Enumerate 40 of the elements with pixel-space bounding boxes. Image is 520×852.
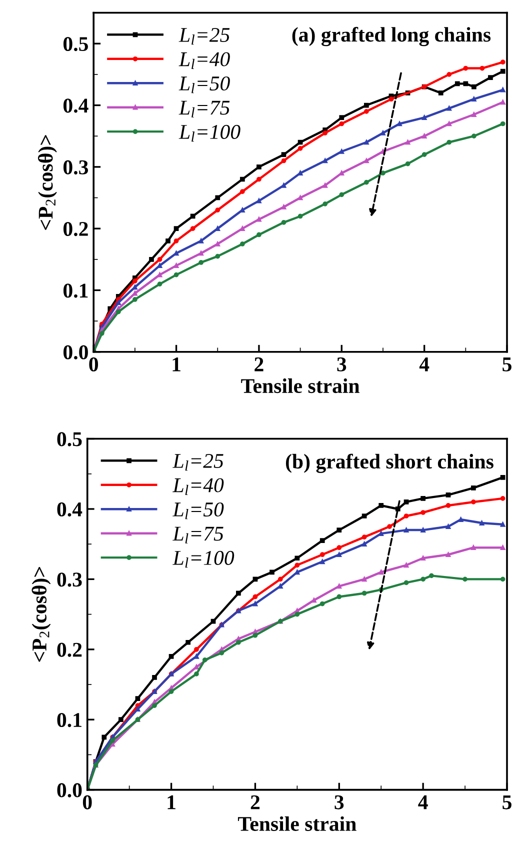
y-tick-label: 0.1 — [57, 712, 82, 728]
text: (a) grafted long chains — [292, 26, 491, 46]
y-tick-label: 0.0 — [63, 345, 88, 360]
x-tick-label: 5 — [502, 358, 512, 372]
legend-label: L$_{l}$=25 — [178, 28, 230, 45]
legend-label: L$_{l}$=100 — [172, 550, 234, 568]
legend-label: L$_{l}$=40 — [178, 52, 230, 69]
text: (b) grafted short chains — [286, 454, 494, 473]
y-tick-label: 0.1 — [63, 284, 88, 298]
legend-label: L$_{l}$=25 — [172, 454, 224, 471]
x-tick-label: 5 — [502, 795, 512, 810]
x-tick-label: 4 — [419, 357, 430, 372]
x-tick-label: 3 — [334, 795, 344, 810]
y-tick-label: 0.2 — [63, 222, 88, 236]
legend-label: L$_{l}$=40 — [172, 478, 224, 495]
y-tick-label: 0.3 — [63, 160, 88, 174]
y-tick-label: 0.5 — [63, 36, 88, 52]
legend-label: L$_{l}$=50 — [172, 502, 224, 520]
x-axis-title: Tensile strain — [238, 816, 356, 831]
x-tick-label: 2 — [254, 357, 264, 372]
x-tick-label: 1 — [172, 357, 180, 372]
y-axis-title: <P$_{2}$(cosθ)> — [32, 567, 51, 662]
legend-label: L$_{l}$=50 — [178, 76, 230, 94]
y-tick-label: 0.0 — [57, 783, 82, 798]
legend-label: L$_{l}$=100 — [178, 124, 240, 142]
y-tick-label: 0.2 — [57, 642, 82, 657]
x-tick-label: 3 — [337, 357, 346, 372]
y-axis-title: <P$_{2}$(cosθ)> — [38, 135, 57, 230]
y-tick-label: 0.3 — [57, 572, 82, 587]
y-tick-label: 0.4 — [57, 502, 82, 517]
x-tick-label: 2 — [250, 795, 260, 810]
x-tick-label: 0 — [89, 357, 98, 372]
x-tick-label: 1 — [168, 795, 176, 810]
x-tick-label: 4 — [418, 795, 428, 810]
legend-label: L$_{l}$=75 — [172, 526, 224, 544]
y-tick-label: 0.5 — [57, 432, 82, 446]
x-axis-title: Tensile strain — [241, 378, 360, 394]
legend-label: L$_{l}$=75 — [178, 100, 230, 118]
x-tick-label: 0 — [82, 795, 92, 810]
y-tick-label: 0.4 — [63, 98, 88, 113]
